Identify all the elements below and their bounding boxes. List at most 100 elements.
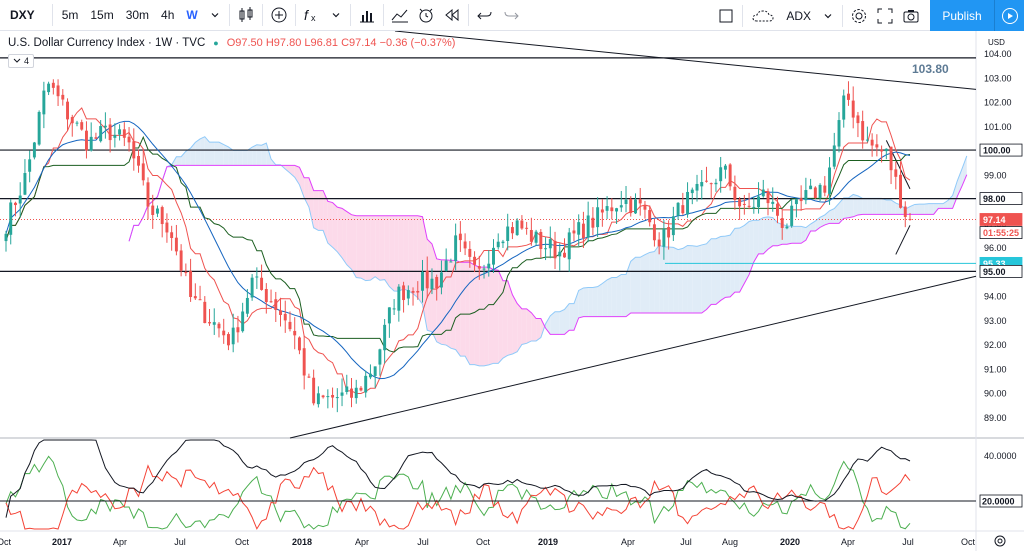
cloud-segment	[502, 280, 508, 359]
publish-play-button[interactable]	[994, 0, 1024, 31]
cloud-segment	[673, 247, 679, 313]
candle-body	[709, 183, 713, 185]
candle-body	[165, 222, 169, 233]
candles-chart-type-icon[interactable]	[233, 0, 259, 31]
candle-body	[449, 261, 453, 263]
cloud-segment	[228, 146, 234, 166]
snapshot-camera-icon[interactable]	[898, 0, 924, 31]
candle-body	[581, 223, 585, 239]
cloud-segment	[796, 226, 802, 244]
candle-body	[302, 348, 306, 376]
layout-chevron-icon[interactable]	[817, 0, 839, 31]
financials-bar-icon[interactable]	[354, 0, 380, 31]
cloud-segment	[611, 277, 617, 317]
ideas-chart-icon[interactable]	[387, 0, 413, 31]
candle-body	[657, 239, 661, 247]
cloud-segment	[394, 215, 399, 292]
interval-dropdown-chevron-icon[interactable]	[204, 0, 226, 31]
gear-ring	[994, 535, 1006, 547]
candle-body	[548, 239, 552, 249]
cloud-segment	[569, 303, 574, 331]
cloud-segment	[200, 136, 205, 166]
cloud-segment	[739, 225, 745, 293]
play-icon	[1001, 7, 1018, 24]
candle-body	[80, 122, 84, 130]
cloud-segment	[403, 215, 409, 291]
candle-body	[383, 324, 387, 351]
price-label-text: 95.33	[983, 259, 1006, 269]
cloud-segment	[479, 267, 485, 366]
publish-button[interactable]: Publish	[930, 0, 994, 31]
interval-30m-button[interactable]: 30m	[125, 8, 150, 22]
interval-5m-button[interactable]: 5m	[61, 8, 79, 22]
senkou-span-b-line	[128, 164, 968, 335]
moving-average-line	[5, 120, 911, 380]
add-compare-icon[interactable]	[266, 0, 292, 31]
price-tick-label: 102.00	[984, 98, 1012, 108]
candle-body	[894, 169, 898, 177]
cloud-segment	[209, 142, 215, 166]
cloud-segment	[640, 254, 645, 313]
wedge-lower-line[interactable]	[895, 225, 911, 255]
descending-trendline[interactable]	[394, 31, 977, 90]
candle-body	[350, 388, 353, 398]
candle-body	[99, 126, 103, 142]
candle-body	[714, 182, 718, 185]
candle-body	[875, 144, 879, 148]
candle-body	[634, 199, 637, 214]
undo-icon[interactable]	[472, 0, 498, 31]
cloud-segment	[512, 294, 518, 355]
cloud-segment	[455, 260, 461, 357]
interval-4h-button[interactable]: 4h	[161, 8, 175, 22]
candle-body	[326, 396, 330, 398]
axis-settings-gear-icon[interactable]	[994, 535, 1006, 547]
cloud-segment	[342, 208, 347, 265]
cloud-segment	[181, 151, 186, 166]
indicators-chevron-icon[interactable]	[325, 0, 347, 31]
kijun-sen-line	[5, 135, 911, 353]
alert-clock-icon[interactable]	[413, 0, 439, 31]
cloud-segment	[886, 199, 892, 215]
candle-body	[293, 330, 297, 336]
symbol-search-button[interactable]: DXY	[10, 8, 35, 22]
replay-rewind-icon[interactable]	[439, 0, 465, 31]
redo-icon[interactable]	[498, 0, 524, 31]
cloud-segment	[928, 203, 934, 215]
fullscreen-square-icon[interactable]	[713, 0, 739, 31]
candle-body	[132, 141, 136, 159]
legend-collapse-button[interactable]: 4	[8, 54, 34, 68]
price-level-label: 95.00	[979, 264, 1023, 278]
candle-body	[752, 206, 756, 208]
layout-name-label[interactable]: ADX	[786, 8, 811, 23]
settings-gear-icon[interactable]	[846, 0, 872, 31]
candle-body	[662, 229, 666, 247]
candle-body	[615, 208, 619, 212]
cloud-segment	[474, 265, 480, 366]
toolbar-divider	[51, 4, 53, 26]
candle-body	[250, 277, 254, 298]
toolbar-divider	[842, 4, 843, 27]
candle-body	[880, 149, 884, 152]
candle-body	[108, 124, 112, 141]
candle-body	[842, 95, 846, 120]
price-unit-label: USD	[988, 38, 1005, 47]
candle-body	[903, 206, 907, 217]
candle-body	[56, 85, 60, 97]
cloud-segment	[375, 215, 380, 281]
fullscreen-expand-icon[interactable]	[872, 0, 898, 31]
ascending-trendline[interactable]	[289, 275, 977, 439]
candle-body	[189, 270, 193, 297]
interval-weekly-button[interactable]: W	[186, 8, 198, 22]
cloud-segment	[488, 267, 494, 365]
adx-tick-label: 40.0000	[984, 451, 1017, 461]
cloud-segment	[834, 203, 840, 224]
candle-body	[865, 139, 869, 141]
price-level-label: 98.00	[979, 192, 1023, 206]
cloud-segment	[668, 247, 674, 313]
cloud-segment	[446, 259, 451, 349]
candle-body	[510, 227, 514, 234]
price-chart[interactable]: 104.00103.00102.00101.0099.0097.0096.009…	[0, 31, 1024, 551]
layout-cloud-icon[interactable]	[746, 0, 780, 31]
interval-15m-button[interactable]: 15m	[90, 8, 114, 22]
